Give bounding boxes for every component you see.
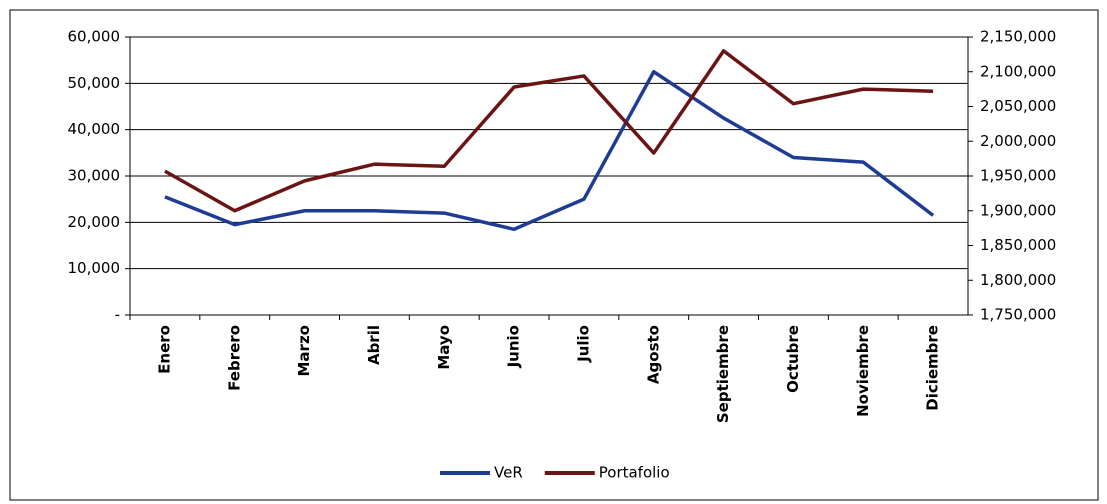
y-tick-label: 10,000: [68, 259, 121, 277]
y2-tick-label: 2,100,000: [980, 62, 1056, 80]
y-tick-label: 40,000: [68, 120, 121, 138]
x-tick-label: Junio: [505, 325, 523, 368]
y2-tick-label: 1,800,000: [980, 271, 1056, 289]
y-tick-label: 60,000: [68, 28, 121, 46]
y-tick-label: -: [115, 306, 120, 324]
y-tick-label: 30,000: [68, 167, 121, 185]
y-tick-label: 20,000: [68, 213, 121, 231]
y2-tick-label: 1,850,000: [980, 236, 1056, 254]
y2-tick-label: 1,950,000: [980, 167, 1056, 185]
y-tick-label: 50,000: [68, 74, 121, 92]
x-tick-label: Diciembre: [924, 325, 942, 411]
y2-tick-label: 1,900,000: [980, 201, 1056, 219]
x-tick-label: Agosto: [644, 325, 662, 384]
y2-tick-label: 2,050,000: [980, 97, 1056, 115]
series-line: [164, 49, 934, 213]
y2-tick-label: 1,750,000: [980, 306, 1056, 324]
y2-tick-label: 2,000,000: [980, 132, 1056, 150]
x-tick-label: Febrero: [225, 325, 243, 391]
legend-label: Portafolio: [599, 464, 670, 482]
x-tick-label: Marzo: [295, 325, 313, 376]
legend-label: VeR: [494, 464, 523, 482]
y2-tick-label: 2,150,000: [980, 28, 1056, 46]
x-tick-label: Mayo: [435, 325, 453, 370]
x-tick-label: Julio: [574, 325, 592, 363]
x-tick-label: Septiembre: [714, 325, 732, 423]
x-tick-label: Abril: [365, 325, 383, 365]
x-tick-label: Octubre: [784, 325, 802, 393]
x-tick-label: Noviembre: [854, 325, 872, 417]
x-tick-label: Enero: [155, 325, 173, 374]
series-line: [164, 70, 935, 232]
